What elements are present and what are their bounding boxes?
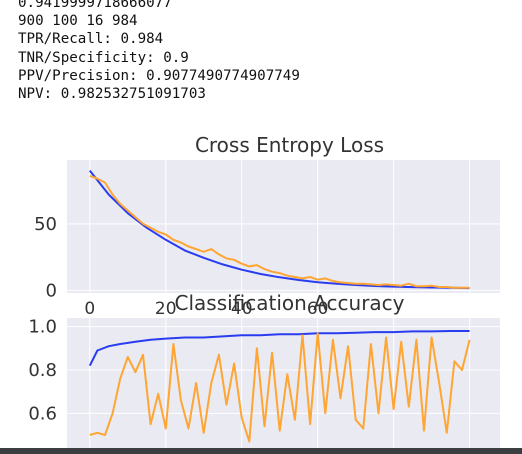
- plot-area: [67, 318, 500, 448]
- output-line-accuracy: 0.9419999718666077: [18, 0, 172, 11]
- y-tick-label: 1.0: [28, 317, 57, 338]
- cell-output: 0.9419999718666077 900 100 16 984 TPR/Reca…: [18, 0, 518, 132]
- x-tick-label: 60: [307, 299, 329, 319]
- output-line-confusion: 900 100 16 984: [18, 13, 138, 30]
- series-line-val: [89, 332, 471, 443]
- loss-chart: 0 50 Cross Entropy Loss: [34, 133, 500, 301]
- x-tick-label: 40: [231, 299, 253, 319]
- output-text: 0.9419999718666077 900 100 16 984 TPR/Reca…: [18, 0, 300, 103]
- figure: 0 50 Cross Entropy Loss 0.6 0.8 1.0 0 20 40 60 Cla…: [0, 130, 522, 448]
- y-tick-label: 0: [46, 280, 57, 301]
- series-line-train: [89, 169, 470, 290]
- y-tick-label: 0.8: [28, 360, 57, 381]
- x-tick-label: 20: [155, 299, 177, 319]
- output-line-specificity: TNR/Specificity: 0.9: [18, 49, 189, 66]
- figure-canvas: 0 50 Cross Entropy Loss 0.6 0.8 1.0 0 20 40 60Cla…: [28, 133, 500, 448]
- accuracy-chart: 0.6 0.8 1.0: [28, 317, 500, 448]
- y-tick-label: 0.6: [28, 403, 57, 424]
- y-tick-label: 50: [34, 214, 57, 235]
- chart-title: Cross Entropy Loss: [195, 133, 384, 157]
- series-line-train: [88, 330, 470, 367]
- output-line-npv: NPV: 0.982532751091703: [18, 86, 206, 103]
- bottom-scrollbar-strip[interactable]: [0, 448, 522, 454]
- plot-area: [67, 160, 500, 293]
- output-line-precision: PPV/Precision: 0.9077490774907749: [18, 67, 300, 84]
- output-line-recall: TPR/Recall: 0.984: [18, 31, 164, 48]
- chart-title: Classification Accuracy: [175, 291, 405, 315]
- x-tick-label: 0: [84, 299, 95, 319]
- series-line-val: [89, 175, 470, 289]
